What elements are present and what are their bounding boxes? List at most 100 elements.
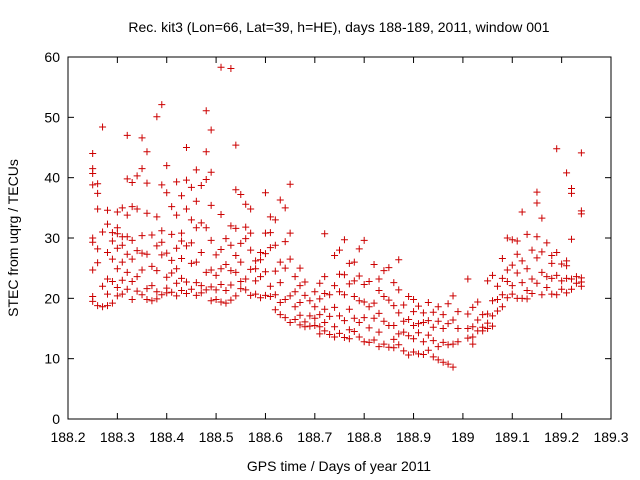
- data-point: [266, 293, 274, 301]
- data-point: [182, 290, 190, 298]
- data-point: [197, 282, 205, 290]
- data-point: [281, 238, 289, 246]
- data-point: [158, 181, 166, 189]
- data-point: [350, 258, 358, 266]
- data-point: [563, 169, 571, 177]
- data-point: [380, 293, 388, 301]
- data-point: [311, 321, 319, 329]
- data-point: [227, 267, 235, 275]
- data-point: [513, 269, 521, 277]
- data-point: [182, 242, 190, 250]
- data-point: [202, 224, 210, 232]
- data-point: [118, 241, 126, 249]
- data-point: [197, 248, 205, 256]
- data-point: [163, 162, 171, 170]
- data-point: [168, 203, 176, 211]
- data-point: [217, 245, 225, 253]
- data-point: [276, 196, 284, 204]
- data-point: [424, 317, 432, 325]
- data-point: [138, 291, 146, 299]
- plot-frame: [67, 56, 612, 420]
- data-point: [207, 126, 215, 134]
- data-point: [439, 338, 447, 346]
- data-point: [316, 311, 324, 319]
- data-point: [301, 323, 309, 331]
- data-point: [148, 262, 156, 270]
- data-point: [533, 199, 541, 207]
- data-point: [103, 220, 111, 228]
- data-point: [232, 251, 240, 259]
- data-point: [548, 290, 556, 298]
- y-tick-label: 60: [44, 49, 60, 65]
- y-tick-label: 50: [44, 109, 60, 125]
- data-point: [252, 257, 260, 265]
- data-point: [326, 331, 334, 339]
- data-point: [503, 294, 511, 302]
- data-point: [528, 275, 536, 283]
- data-point: [503, 234, 511, 242]
- data-point: [296, 264, 304, 272]
- data-point: [99, 303, 107, 311]
- data-point: [182, 205, 190, 213]
- data-point: [266, 282, 274, 290]
- data-point: [331, 303, 339, 311]
- x-tick-label: 188.4: [149, 429, 184, 445]
- data-point: [281, 204, 289, 212]
- data-point: [158, 291, 166, 299]
- data-point: [103, 275, 111, 283]
- data-point: [380, 340, 388, 348]
- data-point: [232, 224, 240, 232]
- data-point: [173, 265, 181, 273]
- data-point: [163, 289, 171, 297]
- data-point: [316, 323, 324, 331]
- data-point: [118, 290, 126, 298]
- data-point: [336, 329, 343, 337]
- data-point: [247, 229, 255, 237]
- data-point: [385, 264, 393, 272]
- data-point: [271, 291, 279, 299]
- data-point: [118, 204, 126, 212]
- data-point: [192, 166, 200, 174]
- data-point: [365, 277, 373, 285]
- data-point: [449, 292, 457, 300]
- data-point: [247, 246, 255, 254]
- data-point: [138, 165, 146, 173]
- data-point: [247, 265, 255, 273]
- data-point: [400, 317, 408, 325]
- data-point: [577, 282, 585, 290]
- data-point: [138, 232, 146, 240]
- data-point: [94, 259, 102, 267]
- data-point: [449, 340, 457, 348]
- data-point: [222, 286, 230, 294]
- data-point: [489, 297, 497, 305]
- data-point: [128, 178, 136, 186]
- data-point: [489, 322, 497, 330]
- data-point: [128, 236, 136, 244]
- data-point: [296, 299, 304, 307]
- data-point: [123, 268, 131, 276]
- data-point: [528, 290, 536, 298]
- data-point: [113, 224, 121, 232]
- data-point: [316, 295, 324, 303]
- data-point: [523, 286, 531, 294]
- data-point: [410, 335, 418, 343]
- data-point: [113, 208, 121, 216]
- data-point: [390, 302, 398, 310]
- data-point: [301, 278, 309, 286]
- data-point: [133, 247, 141, 255]
- y-axis-label: STEC from uqrg / TECUs: [5, 159, 21, 317]
- data-point: [187, 239, 195, 247]
- data-point: [543, 273, 551, 281]
- data-point: [202, 268, 210, 276]
- data-point: [222, 261, 230, 269]
- data-point: [306, 297, 314, 305]
- data-point: [479, 311, 487, 319]
- data-point: [94, 302, 102, 310]
- data-point: [128, 255, 136, 263]
- data-points: [89, 63, 585, 371]
- data-point: [123, 250, 131, 258]
- data-point: [99, 282, 107, 290]
- data-point: [291, 303, 299, 311]
- data-point: [158, 238, 166, 246]
- data-point: [419, 350, 427, 358]
